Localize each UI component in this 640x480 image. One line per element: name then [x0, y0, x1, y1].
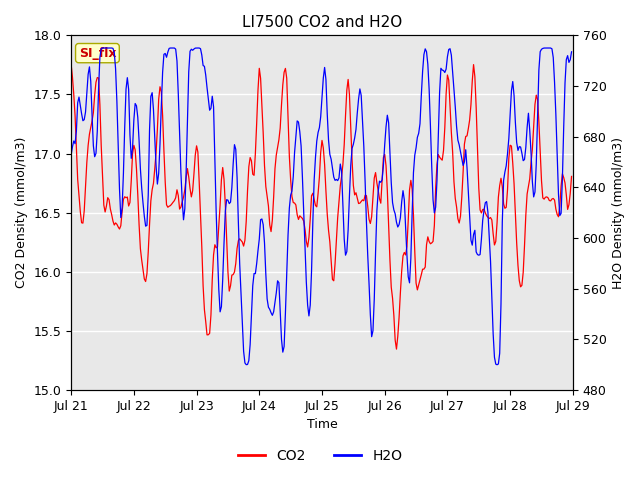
- Y-axis label: CO2 Density (mmol/m3): CO2 Density (mmol/m3): [15, 137, 28, 288]
- Legend: CO2, H2O: CO2, H2O: [232, 443, 408, 468]
- Text: SI_flx: SI_flx: [79, 47, 116, 60]
- X-axis label: Time: Time: [307, 419, 337, 432]
- Y-axis label: H2O Density (mmol/m3): H2O Density (mmol/m3): [612, 137, 625, 289]
- Title: LI7500 CO2 and H2O: LI7500 CO2 and H2O: [242, 15, 402, 30]
